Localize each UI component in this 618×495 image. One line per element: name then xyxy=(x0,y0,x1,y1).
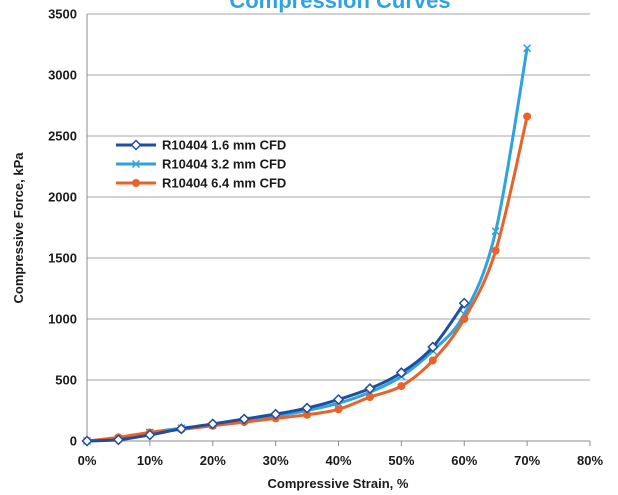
series-1-point xyxy=(427,341,439,353)
series-1-point xyxy=(112,434,124,446)
series-2-line xyxy=(85,46,529,443)
x-tick-label: 80% xyxy=(577,453,603,468)
series-3-point xyxy=(428,356,437,365)
series-1-point xyxy=(81,435,93,447)
series-3-point xyxy=(397,382,406,391)
series-1-point xyxy=(301,402,313,414)
series-1-point xyxy=(270,408,282,420)
y-axis-title: Compressive Force, kPa xyxy=(11,152,26,304)
y-tick-labels: 0 500 1000 1500 2000 2500 3000 3500 xyxy=(48,7,77,449)
grid-lines xyxy=(87,13,590,381)
series-1-point xyxy=(238,413,250,425)
x-tick-label: 10% xyxy=(137,453,163,468)
y-tick-label: 2000 xyxy=(48,190,77,205)
series-3-point xyxy=(303,410,312,419)
legend-series-1-marker xyxy=(130,139,142,151)
series-1-point xyxy=(207,418,219,430)
series-2-point xyxy=(523,44,532,53)
series-3-point xyxy=(491,246,500,255)
legend-series-3-marker xyxy=(132,179,140,187)
y-tick-label: 2500 xyxy=(48,129,77,144)
x-tick-label: 30% xyxy=(263,453,289,468)
series-1-point xyxy=(364,382,376,395)
y-tick-label: 1500 xyxy=(48,251,77,266)
series-lines xyxy=(81,44,532,447)
x-tick-label: 20% xyxy=(200,453,226,468)
series-3-point xyxy=(365,393,374,402)
series-3-point xyxy=(460,315,469,323)
x-tick-label: 50% xyxy=(388,453,414,468)
legend-series-2-label: R10404 3.2 mm CFD xyxy=(162,157,286,172)
series-3-point xyxy=(334,405,343,414)
x-tick-label: 40% xyxy=(325,453,351,468)
series-2-point xyxy=(491,227,500,236)
series-1-point xyxy=(395,367,407,379)
series-1-point xyxy=(458,297,470,309)
axes xyxy=(86,14,591,446)
legend-series-2-marker xyxy=(131,159,141,169)
series-1-point xyxy=(175,423,187,435)
y-tick-label: 3500 xyxy=(48,7,77,22)
legend-series-1-label: R10404 1.6 mm CFD xyxy=(162,138,286,153)
x-tick-label: 70% xyxy=(514,453,540,468)
y-tick-label: 0 xyxy=(70,434,77,449)
x-axis-title: Compressive Strain, % xyxy=(268,476,409,491)
chart-title: Compression Curves xyxy=(229,0,450,13)
x-tick-label: 60% xyxy=(451,453,477,468)
series-1-point xyxy=(144,429,156,441)
x-tick-label: 0% xyxy=(78,453,97,468)
legend-series-3-label: R10404 6.4 mm CFD xyxy=(162,176,286,191)
y-tick-label: 1000 xyxy=(48,312,77,327)
y-tick-label: 3000 xyxy=(48,68,77,83)
x-tick-labels: 0% 10% 20% 30% 40% 50% 60% 70% 80% xyxy=(78,453,604,468)
series-1-point xyxy=(332,393,345,406)
y-tick-label: 500 xyxy=(55,373,77,388)
series-3-point xyxy=(523,112,532,121)
legend: R10404 1.6 mm CFD R10404 3.2 mm CFD R10404… xyxy=(116,138,286,191)
